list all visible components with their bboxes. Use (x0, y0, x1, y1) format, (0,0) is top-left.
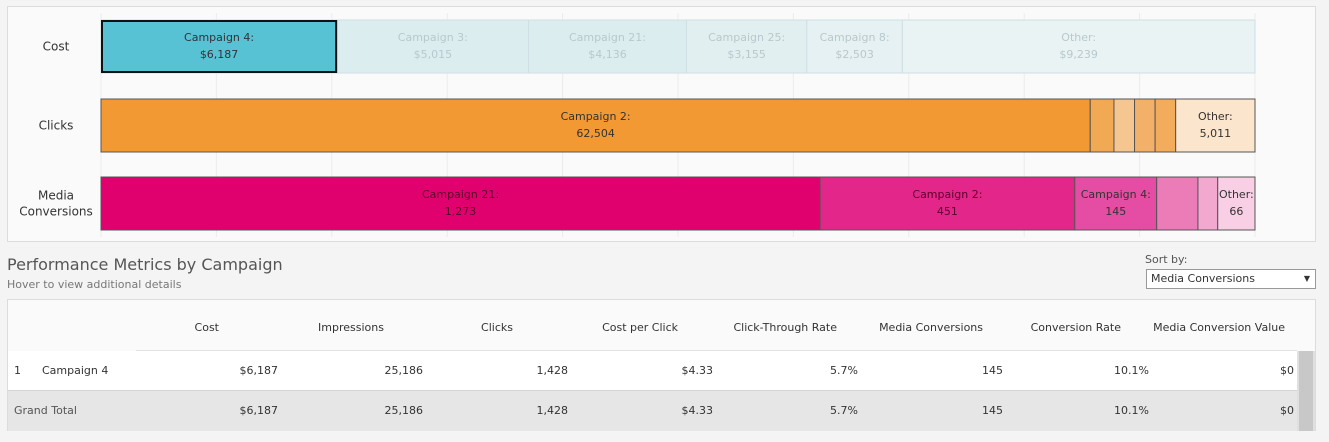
row-label: Media (38, 189, 74, 203)
segment-label: Campaign 4: (184, 31, 254, 44)
segment-value: $2,503 (835, 48, 874, 61)
cell-conversion-rate: 10.1% (1114, 364, 1149, 377)
cell-media-conversions: 145 (982, 364, 1003, 377)
total-ctr: 5.7% (830, 404, 858, 417)
bar-segment (100, 98, 1091, 153)
segment-label: Campaign 2: (561, 110, 631, 123)
total-impressions: 25,186 (384, 404, 424, 417)
segment-value: $6,187 (200, 48, 239, 61)
col-header-ctr[interactable]: Click-Through Rate (733, 321, 837, 334)
total-clicks: 1,428 (536, 404, 569, 417)
segment-label: Campaign 8: (820, 31, 890, 44)
segment-value: 5,011 (1200, 127, 1232, 140)
bar-segment (1154, 98, 1177, 153)
col-header-media-conversions[interactable]: Media Conversions (879, 321, 983, 334)
total-cost-per-click: $4.33 (681, 404, 714, 417)
grand-total-row: Grand Total $6,187 25,186 1,428 $4.33 5.… (8, 391, 1297, 431)
segment-label: Campaign 21: (569, 31, 646, 44)
bar-segment (685, 19, 808, 74)
section-title: Performance Metrics by Campaign (7, 255, 283, 274)
col-header-impressions[interactable]: Impressions (318, 321, 384, 334)
segment-label: Campaign 2: (912, 188, 982, 201)
bar-segment (100, 176, 821, 231)
row-campaign-name: Campaign 4 (42, 364, 109, 377)
segment-value: $9,239 (1059, 48, 1098, 61)
metrics-table: Cost Impressions Clicks Cost per Click C… (7, 299, 1316, 431)
sort-dropdown[interactable]: Media Conversions ▼ (1146, 269, 1316, 289)
cell-impressions: 25,186 (384, 364, 424, 377)
row-rank: 1 (14, 364, 21, 377)
bar-segment (1156, 176, 1199, 231)
cell-cost: $6,187 (239, 364, 279, 377)
bar-segment (1089, 98, 1115, 153)
col-header-conversion-rate[interactable]: Conversion Rate (1030, 321, 1121, 334)
cell-cost-per-click: $4.33 (681, 364, 714, 377)
segment-value: $3,155 (727, 48, 766, 61)
segment-label: Campaign 3: (398, 31, 468, 44)
total-media-conversion-value: $0 (1280, 404, 1294, 417)
col-header-media-conversion-value[interactable]: Media Conversion Value (1153, 321, 1285, 334)
segment-value: 62,504 (576, 127, 615, 140)
segment-value: 451 (937, 205, 958, 218)
caret-down-icon: ▼ (1303, 274, 1310, 283)
bar-segment (100, 19, 338, 74)
segment-value: 1,273 (445, 205, 477, 218)
bar-segment (1113, 98, 1136, 153)
bar-segment (1134, 98, 1156, 153)
bar-segment (1217, 176, 1256, 231)
bar-segment (1197, 176, 1219, 231)
sort-value: Media Conversions (1151, 272, 1255, 285)
bar-segment (1074, 176, 1158, 231)
cell-media-conversion-value: $0 (1280, 364, 1294, 377)
bar-segment (1175, 98, 1256, 153)
stacked-bar-chart: Cost Campaign 4: $6,187 Campaign 3: $5,015 Ca… (7, 6, 1316, 242)
segment-label: Other: (1061, 31, 1096, 44)
segment-label: Campaign 4: (1081, 188, 1151, 201)
segment-label: Campaign 25: (708, 31, 785, 44)
segment-label: Other: (1219, 188, 1254, 201)
col-header-cost[interactable]: Cost (194, 321, 219, 334)
bar-segment (901, 19, 1256, 74)
row-label: Conversions (19, 205, 93, 219)
col-header-clicks[interactable]: Clicks (481, 321, 513, 334)
chart-svg: Cost Campaign 4: $6,187 Campaign 3: $5,015 Ca… (19, 13, 1256, 237)
col-header-cost-per-click[interactable]: Cost per Click (602, 321, 678, 334)
segment-value: $5,015 (414, 48, 453, 61)
selected-segment-outline (101, 20, 338, 73)
bar-segment (806, 19, 903, 74)
total-conversion-rate: 10.1% (1114, 404, 1149, 417)
total-cost: $6,187 (239, 404, 279, 417)
segment-label: Other: (1198, 110, 1233, 123)
row-label: Cost (43, 40, 70, 54)
total-media-conversions: 145 (982, 404, 1003, 417)
cell-ctr: 5.7% (830, 364, 858, 377)
segment-value: 66 (1229, 205, 1243, 218)
header-divider (136, 350, 1297, 351)
grand-total-label: Grand Total (14, 404, 77, 417)
segment-value: 145 (1105, 205, 1126, 218)
sort-label: Sort by: (1145, 253, 1188, 266)
segment-label: Campaign 21: (422, 188, 499, 201)
table-row[interactable]: 1 Campaign 4 $6,187 25,186 1,428 $4.33 5… (8, 351, 1297, 391)
bar-segment (528, 19, 687, 74)
segment-value: $4,136 (588, 48, 627, 61)
scrollbar-thumb[interactable] (1299, 351, 1313, 431)
bar-segment (819, 176, 1076, 231)
bar-segment (336, 19, 530, 74)
cell-clicks: 1,428 (536, 364, 569, 377)
section-subtitle: Hover to view additional details (7, 278, 182, 291)
row-label: Clicks (39, 119, 74, 133)
